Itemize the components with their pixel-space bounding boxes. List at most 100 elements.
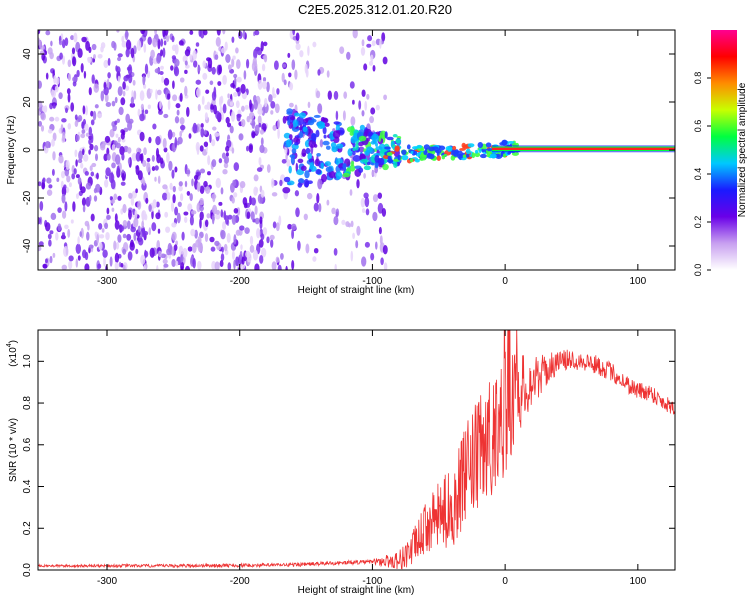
noise-speckle [93,195,98,202]
noise-speckle [364,100,368,111]
noise-speckle [117,195,122,201]
noise-speckle [381,32,386,42]
noise-speckle [144,109,149,115]
noise-speckle [180,254,184,263]
noise-speckle [277,264,282,270]
noise-speckle [211,139,216,147]
snr-ytick-label: 0.4 [22,479,33,493]
noise-speckle [139,113,145,122]
noise-speckle [122,233,127,239]
colorbar-tick-label: 0.4 [693,168,703,181]
noise-speckle [106,207,110,215]
noise-speckle [157,175,161,184]
noise-speckle [179,117,185,125]
noise-speckle [114,261,119,270]
noise-speckle [246,58,250,69]
noise-speckle [230,110,236,122]
noise-speckle [145,197,149,204]
noise-speckle [307,45,310,56]
noise-speckle [133,232,137,241]
svg-text:(x104): (x104) [6,340,19,367]
noise-speckle [96,172,99,180]
noise-speckle [243,70,247,80]
noise-speckle [294,190,300,197]
spread-blob [325,166,333,173]
noise-speckle [170,65,174,71]
noise-speckle [80,162,84,169]
noise-speckle [363,63,368,71]
noise-speckle [130,196,135,206]
noise-speckle [160,65,164,70]
noise-speckle [215,177,222,189]
noise-speckle [253,99,258,110]
transition-blob [394,146,400,152]
spread-blob [288,134,293,140]
transition-blob [416,144,423,149]
noise-speckle [213,104,217,115]
noise-speckle [253,48,258,60]
noise-speckle [276,88,280,95]
noise-speckle [223,162,229,169]
noise-speckle [218,64,223,75]
noise-speckle [206,101,211,111]
noise-speckle [187,203,193,212]
noise-speckle [114,213,118,223]
noise-speckle [96,234,100,244]
noise-speckle [87,56,92,62]
noise-speckle [143,43,147,53]
noise-speckle [131,90,134,99]
noise-speckle [106,78,110,90]
noise-speckle [333,90,339,100]
noise-speckle [158,250,162,258]
snr-xtick-label: -200 [230,576,250,587]
spread-blob [371,133,380,143]
noise-speckle [197,260,202,270]
noise-speckle [184,180,188,188]
noise-speckle [152,123,157,130]
noise-speckle [117,136,121,143]
noise-speckle [218,201,223,206]
noise-speckle [57,207,62,213]
noise-speckle [131,190,137,199]
noise-speckle [172,94,178,102]
noise-speckle [281,72,285,83]
noise-speckle [67,59,72,68]
noise-speckle [120,181,126,186]
noise-speckle [77,255,81,261]
noise-speckle [151,166,156,172]
noise-speckle [70,35,75,41]
noise-speckle [50,212,57,221]
noise-speckle [88,87,92,96]
noise-speckle [143,264,146,270]
noise-speckle [114,120,118,126]
noise-speckle [380,257,384,266]
noise-speckle [333,248,338,256]
snr-ticks: -300 -200 -100 0 100 0.0 0.2 0.4 0.6 0.8 1.0 [22,330,675,587]
noise-speckle [41,52,46,61]
noise-speckle [184,85,188,97]
noise-speckle [171,131,176,138]
noise-speckle [149,247,155,258]
noise-speckle [122,220,128,227]
noise-speckle [279,179,283,187]
transition-blob [465,153,470,158]
noise-speckle [256,228,261,239]
noise-speckle [99,234,105,239]
noise-speckle [257,109,263,115]
noise-speckle [378,226,382,235]
noise-speckle [115,133,119,138]
noise-speckle [370,252,375,261]
snr-ytick-label: 0.6 [22,437,33,451]
spread-blob [283,176,291,183]
noise-speckle [86,231,90,241]
noise-speckle [218,96,223,107]
noise-speckle [163,40,167,46]
colorbar-label: Normalized spectral amplitude [737,82,748,217]
transition-blob [485,142,492,148]
noise-speckle [148,204,152,212]
noise-speckle [295,207,300,218]
noise-speckle [364,241,370,248]
noise-speckle [181,231,185,241]
noise-speckle [375,104,380,111]
